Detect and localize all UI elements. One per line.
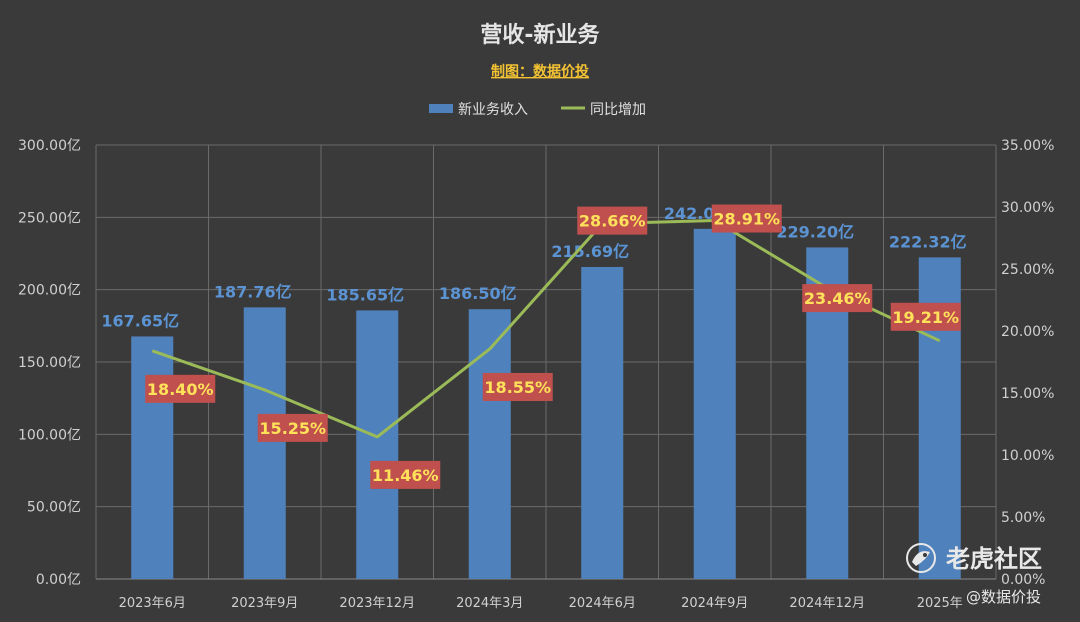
bar (581, 266, 624, 579)
bar (468, 309, 511, 579)
line-series (151, 219, 941, 439)
legend-label-revenue: 新业务收入 (458, 102, 528, 118)
pct-label-box (257, 413, 328, 442)
x-tick-label: 2025年 (917, 596, 963, 611)
pct-label: 11.46% (370, 460, 441, 489)
pct-label: 28.91% (711, 204, 782, 233)
bar-value-label: 186.50亿 (439, 284, 517, 303)
x-tick-label: 2024年9月 (681, 596, 748, 611)
y-axis-right: 0.00% 5.00% 10.00% 15.00% 20.00% 25.00% 30.00%… (1001, 138, 1054, 588)
pct-label-box (711, 204, 782, 233)
pct-label-text: 19.21% (892, 308, 959, 327)
grid-lines (95, 144, 997, 580)
bar-value-label: 167.65亿 (101, 311, 179, 330)
bar-value-label: 187.76亿 (214, 282, 292, 301)
x-tick-label: 2023年12月 (339, 596, 415, 611)
chart-subtitle: 制图：数据价投 (491, 63, 589, 80)
pct-label-box (370, 460, 441, 489)
y-right-tick-label: 0.00% (1001, 572, 1045, 588)
x-tick-label: 2023年9月 (231, 596, 298, 611)
tiger-logo-icon (906, 543, 936, 573)
pct-label-text: 28.91% (713, 210, 780, 229)
y-left-tick-label: 200.00亿 (18, 283, 81, 299)
x-tick-label: 2024年6月 (569, 596, 636, 611)
x-tick-label: 2024年12月 (789, 596, 865, 611)
bar-value-label: 222.32亿 (889, 232, 967, 251)
watermark: 老虎社区 @数据价投 (906, 543, 1042, 606)
legend-swatch-revenue (429, 104, 453, 113)
bar (356, 310, 399, 579)
bar-series (131, 228, 961, 579)
legend-label-growth: 同比增加 (590, 102, 646, 118)
pct-label-box (482, 372, 553, 401)
x-tick-label: 2024年3月 (456, 596, 523, 611)
pct-label-text: 18.40% (147, 380, 214, 399)
x-tick-label: 2023年6月 (119, 596, 186, 611)
y-right-tick-label: 25.00% (1001, 262, 1054, 278)
pct-label-text: 28.66% (579, 212, 646, 231)
bar-value-label: 229.20亿 (776, 222, 854, 241)
pct-label-text: 18.55% (484, 378, 551, 397)
watermark-handle: @数据价投 (966, 588, 1041, 606)
chart-title: 营收-新业务 (480, 22, 600, 48)
y-left-tick-label: 300.00亿 (18, 138, 81, 154)
growth-line (151, 219, 941, 439)
y-left-tick-label: 0.00亿 (36, 572, 81, 588)
pct-label-box (802, 284, 873, 313)
pct-label-box (890, 302, 961, 331)
y-left-tick-label: 100.00亿 (18, 427, 81, 443)
y-right-tick-label: 20.00% (1001, 324, 1054, 340)
y-right-tick-label: 35.00% (1001, 138, 1054, 154)
x-axis: 2023年6月 2023年9月 2023年12月 2024年3月 2024年6月 2024… (119, 596, 963, 611)
bar-value-label: 185.65亿 (326, 285, 404, 304)
pct-label-text: 15.25% (259, 419, 326, 438)
pct-label: 28.66% (577, 206, 648, 235)
y-left-tick-label: 150.00亿 (18, 355, 81, 371)
pct-label: 18.40% (145, 374, 216, 403)
bar (243, 307, 286, 579)
pct-label-box (145, 374, 216, 403)
y-right-tick-label: 30.00% (1001, 200, 1054, 216)
pct-label: 19.21% (890, 302, 961, 331)
bar (131, 336, 174, 579)
bar-value-label: 215.69亿 (551, 242, 629, 261)
pct-label-text: 11.46% (372, 466, 439, 485)
y-left-tick-label: 250.00亿 (18, 210, 81, 226)
pct-label: 23.46% (802, 284, 873, 313)
pct-label-text: 23.46% (804, 289, 871, 308)
pct-label: 15.25% (257, 413, 328, 442)
legend: 新业务收入 同比增加 (429, 102, 646, 118)
y-right-tick-label: 10.00% (1001, 448, 1054, 464)
y-left-tick-label: 50.00亿 (27, 500, 81, 516)
watermark-brand: 老虎社区 (946, 545, 1042, 573)
y-right-tick-label: 5.00% (1001, 510, 1045, 526)
y-right-tick-label: 15.00% (1001, 386, 1054, 402)
pct-label: 18.55% (482, 372, 553, 401)
bar (693, 228, 736, 579)
line-labels: 18.40% 15.25% 11.46% 18.55% 28.66% 28.91% 23.4… (145, 204, 961, 489)
y-axis-left: 0.00亿 50.00亿 100.00亿 150.00亿 200.00亿 250.00亿 3… (18, 138, 81, 588)
pct-label-box (577, 206, 648, 235)
